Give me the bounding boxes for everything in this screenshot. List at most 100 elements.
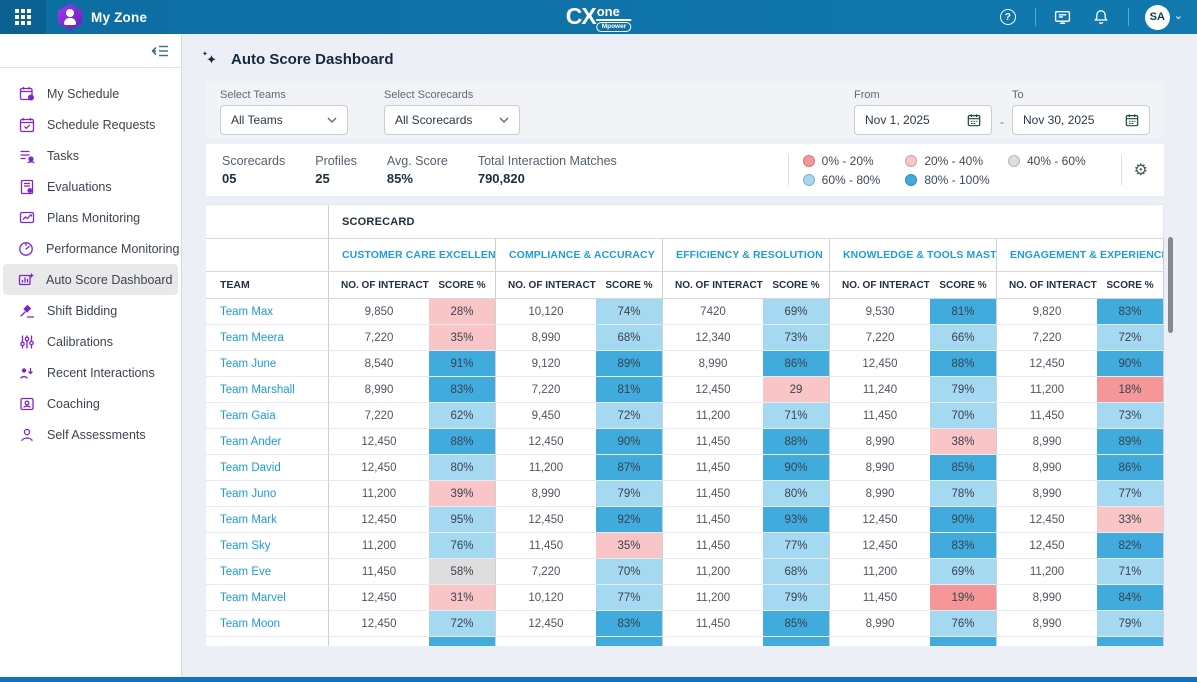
interactions-cell: 11,200 xyxy=(663,585,763,611)
sidebar-item-performance-monitoring[interactable]: Performance Monitoring xyxy=(3,233,179,264)
team-link[interactable]: Team Meera xyxy=(206,325,329,351)
collapse-sidebar-icon[interactable] xyxy=(151,43,169,59)
self-assessments-icon xyxy=(18,426,35,443)
interactions-cell: 12,450 xyxy=(329,455,429,481)
interactions-column-header: NO. OF INTERACTI... xyxy=(329,272,429,299)
score-cell: 93% xyxy=(763,507,830,533)
user-menu[interactable]: SA ⌄ xyxy=(1144,4,1183,30)
scorecard-name-header[interactable]: ENGAGEMENT & EXPERIENCE xyxy=(997,239,1164,272)
stat-scorecards: Scorecards 05 xyxy=(222,154,285,186)
legend-dot xyxy=(905,173,918,186)
sidebar-item-calibrations[interactable]: Calibrations xyxy=(3,326,178,357)
sidebar-item-recent-interactions[interactable]: Recent Interactions xyxy=(3,357,178,388)
score-cell: 19% xyxy=(930,585,997,611)
interactions-cell: 11,200 xyxy=(663,403,763,429)
summary-bar: Scorecards 05 Profiles 25 Avg. Score 85% Total… xyxy=(206,144,1164,196)
score-cell: 78% xyxy=(930,481,997,507)
team-link[interactable]: Team David xyxy=(206,455,329,481)
logo-badge: Mpower xyxy=(596,22,632,32)
scorecard-name-header[interactable]: COMPLIANCE & ACCURACY xyxy=(496,239,663,272)
score-cell: 72% xyxy=(596,403,663,429)
sidebar-item-self-assessments[interactable]: Self Assessments xyxy=(3,419,178,450)
summary-divider xyxy=(787,155,789,185)
notifications-bell-icon[interactable] xyxy=(1090,6,1112,28)
cxone-logo: CX one Mpower xyxy=(566,3,632,32)
score-cell: 82% xyxy=(1097,533,1164,559)
sidebar-item-schedule-requests[interactable]: Schedule Requests xyxy=(3,109,178,140)
to-date-input[interactable]: Nov 30, 2025 xyxy=(1012,105,1150,135)
filter-bar: Select Teams All Teams Select Scorecards… xyxy=(206,81,1164,138)
teams-select[interactable]: All Teams xyxy=(220,105,348,135)
team-link[interactable]: Team Juno xyxy=(206,481,329,507)
score-cell: 71% xyxy=(763,403,830,429)
team-link[interactable]: Team Marshall xyxy=(206,377,329,403)
interactions-cell: 12,450 xyxy=(329,507,429,533)
sidebar-item-tasks[interactable]: Tasks xyxy=(3,140,178,171)
team-link[interactable]: Team Mark xyxy=(206,507,329,533)
team-link[interactable]: Team Moon xyxy=(206,611,329,637)
interactions-cell: 8,990 xyxy=(496,481,596,507)
calendar-icon xyxy=(1125,114,1139,127)
scorecard-name-header[interactable]: EFFICIENCY & RESOLUTION xyxy=(663,239,830,272)
team-link[interactable]: Team Max xyxy=(206,299,329,325)
team-cell xyxy=(206,637,329,646)
score-cell: 83% xyxy=(1097,299,1164,325)
interactions-cell: 12,450 xyxy=(496,611,596,637)
sidebar-item-evaluations[interactable]: Evaluations xyxy=(3,171,178,202)
score-cell: 80% xyxy=(429,455,496,481)
scorecards-select-value: All Scorecards xyxy=(395,113,473,127)
sidebar-item-shift-bidding[interactable]: Shift Bidding xyxy=(3,295,178,326)
announcements-icon[interactable] xyxy=(1052,6,1074,28)
team-link[interactable]: Team Ander xyxy=(206,429,329,455)
interactions-cell: 11,450 xyxy=(663,611,763,637)
interactions-cell: 9,530 xyxy=(830,299,930,325)
team-link[interactable]: Team Marvel xyxy=(206,585,329,611)
interactions-cell: 8,990 xyxy=(997,481,1097,507)
page-title: Auto Score Dashboard xyxy=(231,51,394,68)
calendar-icon xyxy=(967,114,981,127)
sidebar-item-auto-score-dashboard[interactable]: Auto Score Dashboard xyxy=(3,264,178,295)
stat-value: 25 xyxy=(315,171,330,186)
help-icon[interactable]: ? xyxy=(997,6,1019,28)
schedule-requests-icon xyxy=(18,116,35,133)
score-cell: 77% xyxy=(596,585,663,611)
scorecard-name-header[interactable]: CUSTOMER CARE EXCELLENCE xyxy=(329,239,496,272)
table-header-row-names: CUSTOMER CARE EXCELLENCE COMPLIANCE & ACC… xyxy=(206,239,1164,272)
score-cell: 90% xyxy=(1097,351,1164,377)
interactions-cell: 11,450 xyxy=(663,429,763,455)
table-row: Team Max 9,850 28% 10,120 74% 7420 69% 9,530 81%… xyxy=(206,299,1164,325)
table-row: Team Juno 11,200 39% 8,990 79% 11,450 80% 8,990… xyxy=(206,481,1164,507)
team-link[interactable]: Team Gaia xyxy=(206,403,329,429)
team-link[interactable]: Team June xyxy=(206,351,329,377)
settings-gear-icon[interactable]: ⚙ xyxy=(1133,162,1148,179)
interactions-cell: 9,450 xyxy=(496,403,596,429)
interactions-cell: 11,450 xyxy=(663,481,763,507)
score-cell: 35% xyxy=(429,325,496,351)
team-link[interactable]: Team Sky xyxy=(206,533,329,559)
legend-dot xyxy=(802,154,815,167)
sidebar-item-my-schedule[interactable]: My Schedule xyxy=(3,78,178,109)
stat-label: Scorecards xyxy=(222,154,286,168)
interactions-cell: 8,990 xyxy=(997,455,1097,481)
score-cell: 68% xyxy=(596,325,663,351)
interactions-cell: 11,450 xyxy=(997,403,1097,429)
score-cell: 88% xyxy=(930,351,997,377)
scorecards-select[interactable]: All Scorecards xyxy=(384,105,520,135)
sidebar-item-coaching[interactable]: Coaching xyxy=(3,388,178,419)
score-cell: 77% xyxy=(763,533,830,559)
score-cell xyxy=(1097,637,1164,646)
vertical-scrollbar-thumb[interactable] xyxy=(1168,237,1173,333)
interactions-cell: 11,450 xyxy=(830,585,930,611)
score-cell: 79% xyxy=(1097,611,1164,637)
scorecard-name-header[interactable]: KNOWLEDGE & TOOLS MASTERY... xyxy=(830,239,997,272)
app-switcher-icon[interactable] xyxy=(0,0,46,34)
sidebar-item-plans-monitoring[interactable]: Plans Monitoring xyxy=(3,202,178,233)
shift-bidding-icon xyxy=(18,302,35,319)
sidebar-item-label: Tasks xyxy=(47,148,79,163)
from-date-input[interactable]: Nov 1, 2025 xyxy=(854,105,992,135)
interactions-cell: 8,990 xyxy=(997,611,1097,637)
team-link[interactable]: Team Eve xyxy=(206,559,329,585)
tasks-icon xyxy=(18,147,35,164)
stat-avg-score: Avg. Score 85% xyxy=(387,154,448,186)
coaching-icon xyxy=(18,395,35,412)
